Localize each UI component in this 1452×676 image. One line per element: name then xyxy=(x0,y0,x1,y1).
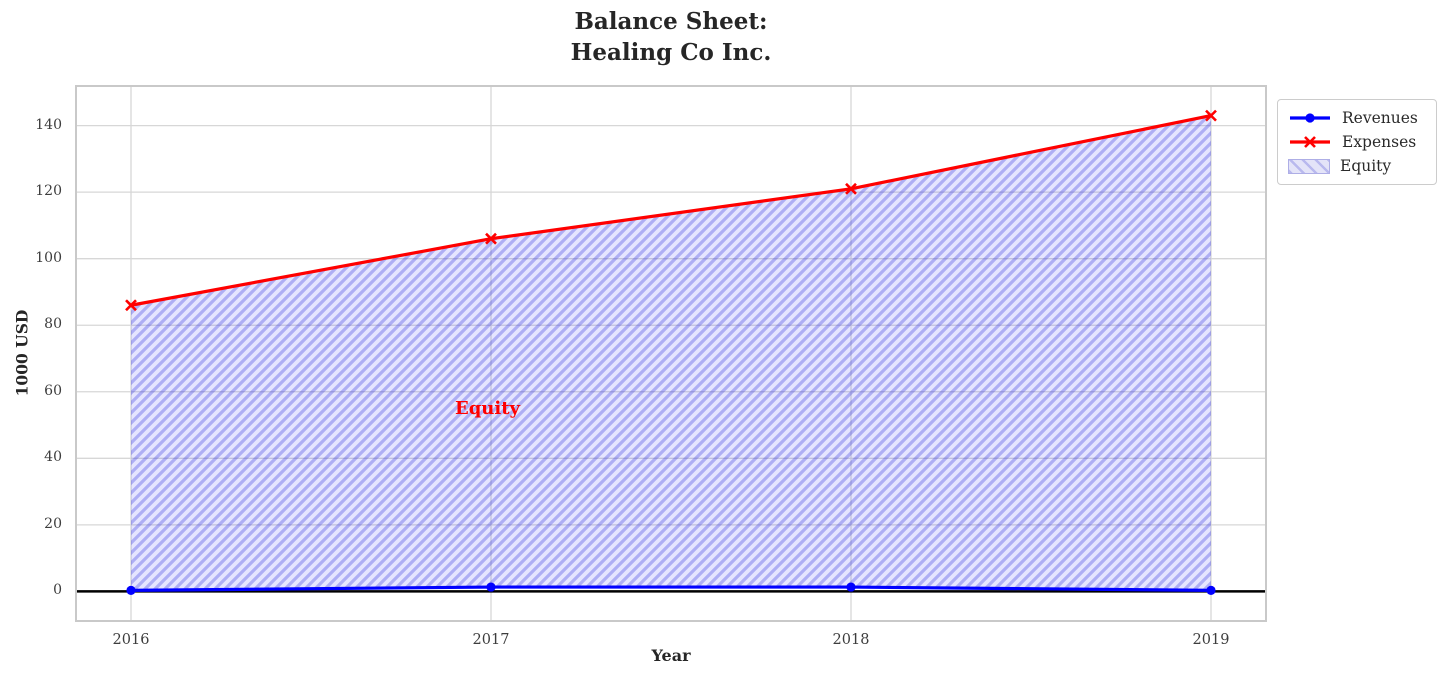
legend-item: Revenues xyxy=(1288,110,1418,126)
legend-line-swatch xyxy=(1290,136,1330,148)
plot-area xyxy=(75,85,1267,622)
marker-x xyxy=(125,299,137,312)
x-tick-label: 2017 xyxy=(472,632,510,648)
y-tick-label: 60 xyxy=(44,382,62,399)
y-tick-label: 80 xyxy=(44,316,62,333)
marker-circle xyxy=(486,582,496,592)
marker-circle xyxy=(126,585,136,595)
series-line-revenues xyxy=(130,585,1212,592)
legend-item-label: Revenues xyxy=(1342,109,1418,127)
y-tick-label: 40 xyxy=(44,449,62,466)
x-axis-label: Year xyxy=(651,646,691,665)
chart-svg xyxy=(77,87,1265,620)
y-tick-label: 100 xyxy=(35,249,62,266)
legend-item: Equity xyxy=(1288,158,1418,174)
x-tick-label: 2016 xyxy=(112,632,150,648)
legend-item-label: Equity xyxy=(1340,157,1392,175)
legend-item-label: Expenses xyxy=(1342,133,1417,151)
equity-area xyxy=(131,115,1211,591)
legend-item: Expenses xyxy=(1288,134,1418,150)
x-tick-label: 2018 xyxy=(832,632,870,648)
x-tick-label: 2019 xyxy=(1192,632,1230,648)
legend-box: Revenues Expenses Equity xyxy=(1277,99,1437,185)
y-tick-label: 140 xyxy=(35,116,62,133)
legend-line-swatch xyxy=(1290,113,1330,123)
marker-x xyxy=(845,182,857,195)
marker-circle xyxy=(846,582,856,592)
equity-annotation: Equity xyxy=(455,398,521,420)
chart-title: Balance Sheet: Healing Co Inc. xyxy=(77,6,1265,68)
y-tick-label: 120 xyxy=(35,183,62,200)
y-tick-label: 0 xyxy=(53,582,62,599)
marker-circle xyxy=(1206,585,1216,595)
marker-x xyxy=(485,232,497,245)
legend-patch-swatch xyxy=(1288,158,1330,174)
chart-title-line1: Balance Sheet: xyxy=(574,8,768,35)
series-line-expenses xyxy=(130,114,1212,307)
marker-x xyxy=(1205,109,1217,122)
y-tick-label: 20 xyxy=(44,515,62,532)
chart-title-line2: Healing Co Inc. xyxy=(570,39,772,66)
